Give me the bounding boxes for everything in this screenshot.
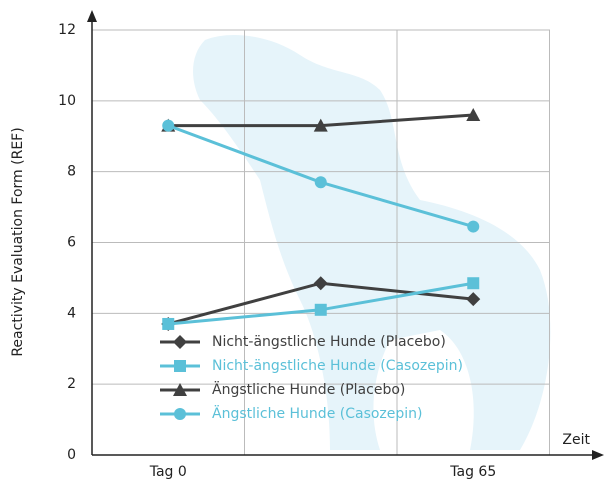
x-tick-label: Tag 0 (149, 464, 187, 480)
marker (466, 108, 481, 121)
marker (313, 118, 328, 132)
x-axis-label: Zeit (562, 432, 590, 448)
x-tick-label: Tag 65 (449, 464, 496, 480)
marker (174, 408, 186, 420)
x-axis-arrow (592, 450, 604, 460)
legend-label: Ängstliche Hunde (Placebo) (212, 380, 405, 398)
y-tick-label: 8 (67, 164, 76, 180)
y-tick-label: 6 (67, 235, 76, 251)
marker (467, 277, 480, 290)
y-tick-label: 2 (67, 376, 76, 392)
marker (466, 292, 481, 307)
marker (467, 220, 480, 233)
marker (313, 276, 328, 291)
y-tick-label: 10 (58, 93, 76, 109)
marker (162, 119, 175, 132)
legend-label: Nicht-ängstliche Hunde (Placebo) (212, 334, 446, 350)
legend-label: Nicht-ängstliche Hunde (Casozepin) (212, 358, 463, 374)
legend-label: Ängstliche Hunde (Casozepin) (212, 404, 423, 422)
y-tick-label: 12 (58, 22, 76, 38)
y-tick-label: 4 (67, 305, 76, 321)
y-tick-label: 0 (67, 447, 76, 463)
marker (173, 383, 187, 396)
y-axis-arrow (87, 10, 97, 22)
marker (174, 360, 186, 372)
marker (173, 335, 187, 349)
marker (162, 317, 175, 330)
marker (314, 176, 327, 189)
y-axis-label: Reactivity Evaluation Form (REF) (10, 127, 26, 356)
marker (314, 303, 327, 316)
